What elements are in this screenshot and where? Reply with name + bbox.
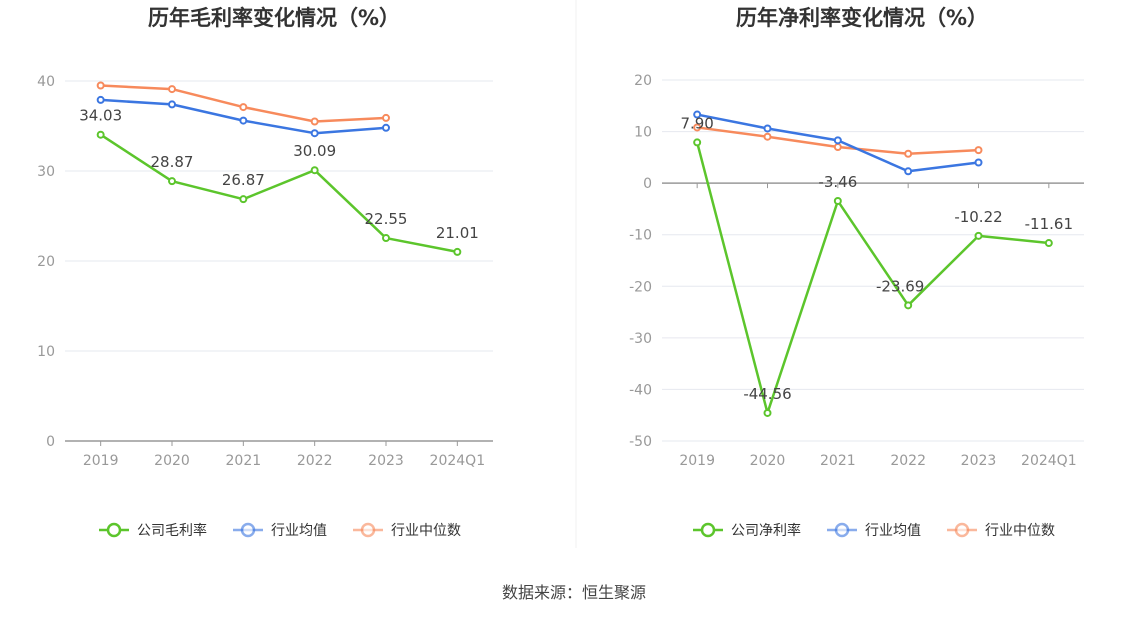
data-point[interactable] xyxy=(168,85,176,94)
data-point[interactable] xyxy=(763,408,772,417)
legend-item[interactable]: 行业均值 xyxy=(233,522,327,539)
legend-item[interactable]: 公司净利率 xyxy=(693,522,801,539)
data-point[interactable] xyxy=(239,195,248,204)
data-label: 22.55 xyxy=(365,210,408,228)
legend-label: 公司净利率 xyxy=(731,522,801,539)
data-point[interactable] xyxy=(974,231,983,240)
data-point[interactable] xyxy=(904,167,913,176)
data-label: -3.46 xyxy=(818,173,857,191)
data-label: 28.87 xyxy=(151,153,194,171)
data-point[interactable] xyxy=(310,117,319,126)
y-tick-label: -40 xyxy=(629,382,652,398)
legend-label: 行业中位数 xyxy=(391,523,461,539)
data-point[interactable] xyxy=(168,177,176,186)
x-tick-label: 2024Q1 xyxy=(1021,453,1077,469)
data-point[interactable] xyxy=(310,129,319,138)
y-tick-label: 30 xyxy=(37,164,55,180)
x-tick-label: 2022 xyxy=(297,453,333,469)
data-point[interactable] xyxy=(904,149,913,158)
data-point[interactable] xyxy=(693,138,702,147)
data-point[interactable] xyxy=(96,81,105,90)
net-margin-chart: 历年净利率变化情况（%） -50 -40 -30 -20 -10 0 10 20 2019 2020… xyxy=(629,6,1084,539)
data-point[interactable] xyxy=(96,130,105,139)
x-tick-label: 2019 xyxy=(83,453,119,469)
data-point[interactable] xyxy=(96,95,105,104)
chart-title: 历年毛利率变化情况（%） xyxy=(148,6,400,30)
legend-label: 行业均值 xyxy=(271,523,327,539)
legend-marker-icon xyxy=(700,522,716,538)
data-point[interactable] xyxy=(1044,239,1053,248)
y-tick-label: -30 xyxy=(629,331,652,347)
legend-marker-icon xyxy=(954,522,970,538)
x-tick-label: 2024Q1 xyxy=(430,453,486,469)
data-point[interactable] xyxy=(382,234,390,243)
legend-label: 行业均值 xyxy=(865,523,921,539)
data-label: -23.69 xyxy=(876,277,924,295)
series-line xyxy=(99,133,458,254)
data-point[interactable] xyxy=(904,301,913,310)
y-tick-label: -50 xyxy=(629,434,652,450)
x-tick-label: 2021 xyxy=(820,453,856,469)
data-point[interactable] xyxy=(239,116,248,125)
series-line xyxy=(695,142,1049,415)
data-source-note: 数据来源：恒生聚源 xyxy=(502,583,646,602)
x-tick-label: 2020 xyxy=(154,453,190,469)
data-point[interactable] xyxy=(310,166,319,175)
x-tick-label: 2021 xyxy=(226,453,262,469)
legend-marker-icon xyxy=(834,522,850,538)
data-point[interactable] xyxy=(974,146,983,155)
legend-item[interactable]: 公司毛利率 xyxy=(99,522,207,539)
data-point[interactable] xyxy=(382,123,390,132)
legend-marker-icon xyxy=(240,522,256,538)
x-tick-label: 2023 xyxy=(961,453,997,469)
legend-label: 公司毛利率 xyxy=(137,522,207,539)
data-point[interactable] xyxy=(763,132,772,141)
y-tick-label: -20 xyxy=(629,279,652,295)
data-point[interactable] xyxy=(974,158,983,167)
y-tick-label: 20 xyxy=(634,73,652,89)
data-label: 7.90 xyxy=(680,114,713,132)
legend-item[interactable]: 行业均值 xyxy=(827,522,921,539)
y-tick-label: 10 xyxy=(634,125,652,141)
data-label: 21.01 xyxy=(436,224,479,242)
legend-label: 行业中位数 xyxy=(985,523,1055,539)
gross-margin-chart: 历年毛利率变化情况（%） 0 10 20 30 40 2019 2020 2021 2022 202… xyxy=(37,6,493,539)
chart-title: 历年净利率变化情况（%） xyxy=(736,6,988,30)
x-tick-label: 2022 xyxy=(890,453,926,469)
data-point[interactable] xyxy=(763,124,772,133)
data-point[interactable] xyxy=(693,110,702,119)
data-point[interactable] xyxy=(693,123,702,132)
data-point[interactable] xyxy=(833,196,842,205)
data-point[interactable] xyxy=(833,136,842,145)
data-label: -11.61 xyxy=(1025,215,1073,233)
y-tick-label: 10 xyxy=(37,344,55,360)
data-label: 34.03 xyxy=(79,107,122,125)
data-point[interactable] xyxy=(382,113,390,122)
legend-marker-icon xyxy=(360,522,376,538)
data-label: 30.09 xyxy=(293,142,336,160)
data-label: -44.56 xyxy=(743,385,791,403)
data-point[interactable] xyxy=(239,103,248,112)
x-tick-label: 2019 xyxy=(679,453,715,469)
legend-marker-icon xyxy=(106,522,122,538)
y-tick-label: 20 xyxy=(37,254,55,270)
y-tick-label: 0 xyxy=(46,434,55,450)
legend-item[interactable]: 行业中位数 xyxy=(947,522,1055,539)
data-point[interactable] xyxy=(453,247,462,256)
x-tick-label: 2023 xyxy=(368,453,404,469)
y-tick-label: -10 xyxy=(629,228,652,244)
y-tick-label: 40 xyxy=(37,74,55,90)
data-point[interactable] xyxy=(833,143,842,152)
legend-item[interactable]: 行业中位数 xyxy=(353,522,461,539)
data-label: 26.87 xyxy=(222,171,265,189)
data-label: -10.22 xyxy=(954,208,1002,226)
data-point[interactable] xyxy=(168,100,176,109)
x-tick-label: 2020 xyxy=(750,453,786,469)
y-tick-label: 0 xyxy=(643,176,652,192)
